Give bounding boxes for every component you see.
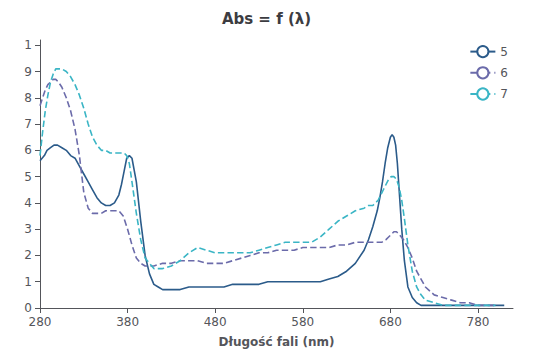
svg-text:2: 2 [24, 248, 32, 262]
svg-text:Abs = f (λ): Abs = f (λ) [222, 10, 311, 28]
svg-text:7: 7 [500, 87, 508, 101]
svg-text:5: 5 [24, 170, 32, 184]
svg-text:6: 6 [24, 143, 32, 157]
svg-text:480: 480 [204, 315, 227, 329]
svg-text:Długość fali (nm): Długość fali (nm) [219, 335, 335, 349]
svg-text:3: 3 [24, 222, 32, 236]
svg-text:6: 6 [500, 66, 508, 80]
svg-text:4: 4 [24, 196, 32, 210]
svg-text:1: 1 [24, 38, 32, 52]
svg-text:8: 8 [24, 91, 32, 105]
svg-text:5: 5 [500, 45, 508, 59]
svg-text:9: 9 [24, 65, 32, 79]
svg-text:7: 7 [24, 117, 32, 131]
svg-text:1: 1 [24, 275, 32, 289]
svg-text:380: 380 [116, 315, 139, 329]
svg-text:580: 580 [291, 315, 314, 329]
svg-text:0: 0 [24, 301, 32, 315]
svg-text:280: 280 [29, 315, 52, 329]
svg-text:780: 780 [467, 315, 490, 329]
svg-text:680: 680 [379, 315, 402, 329]
